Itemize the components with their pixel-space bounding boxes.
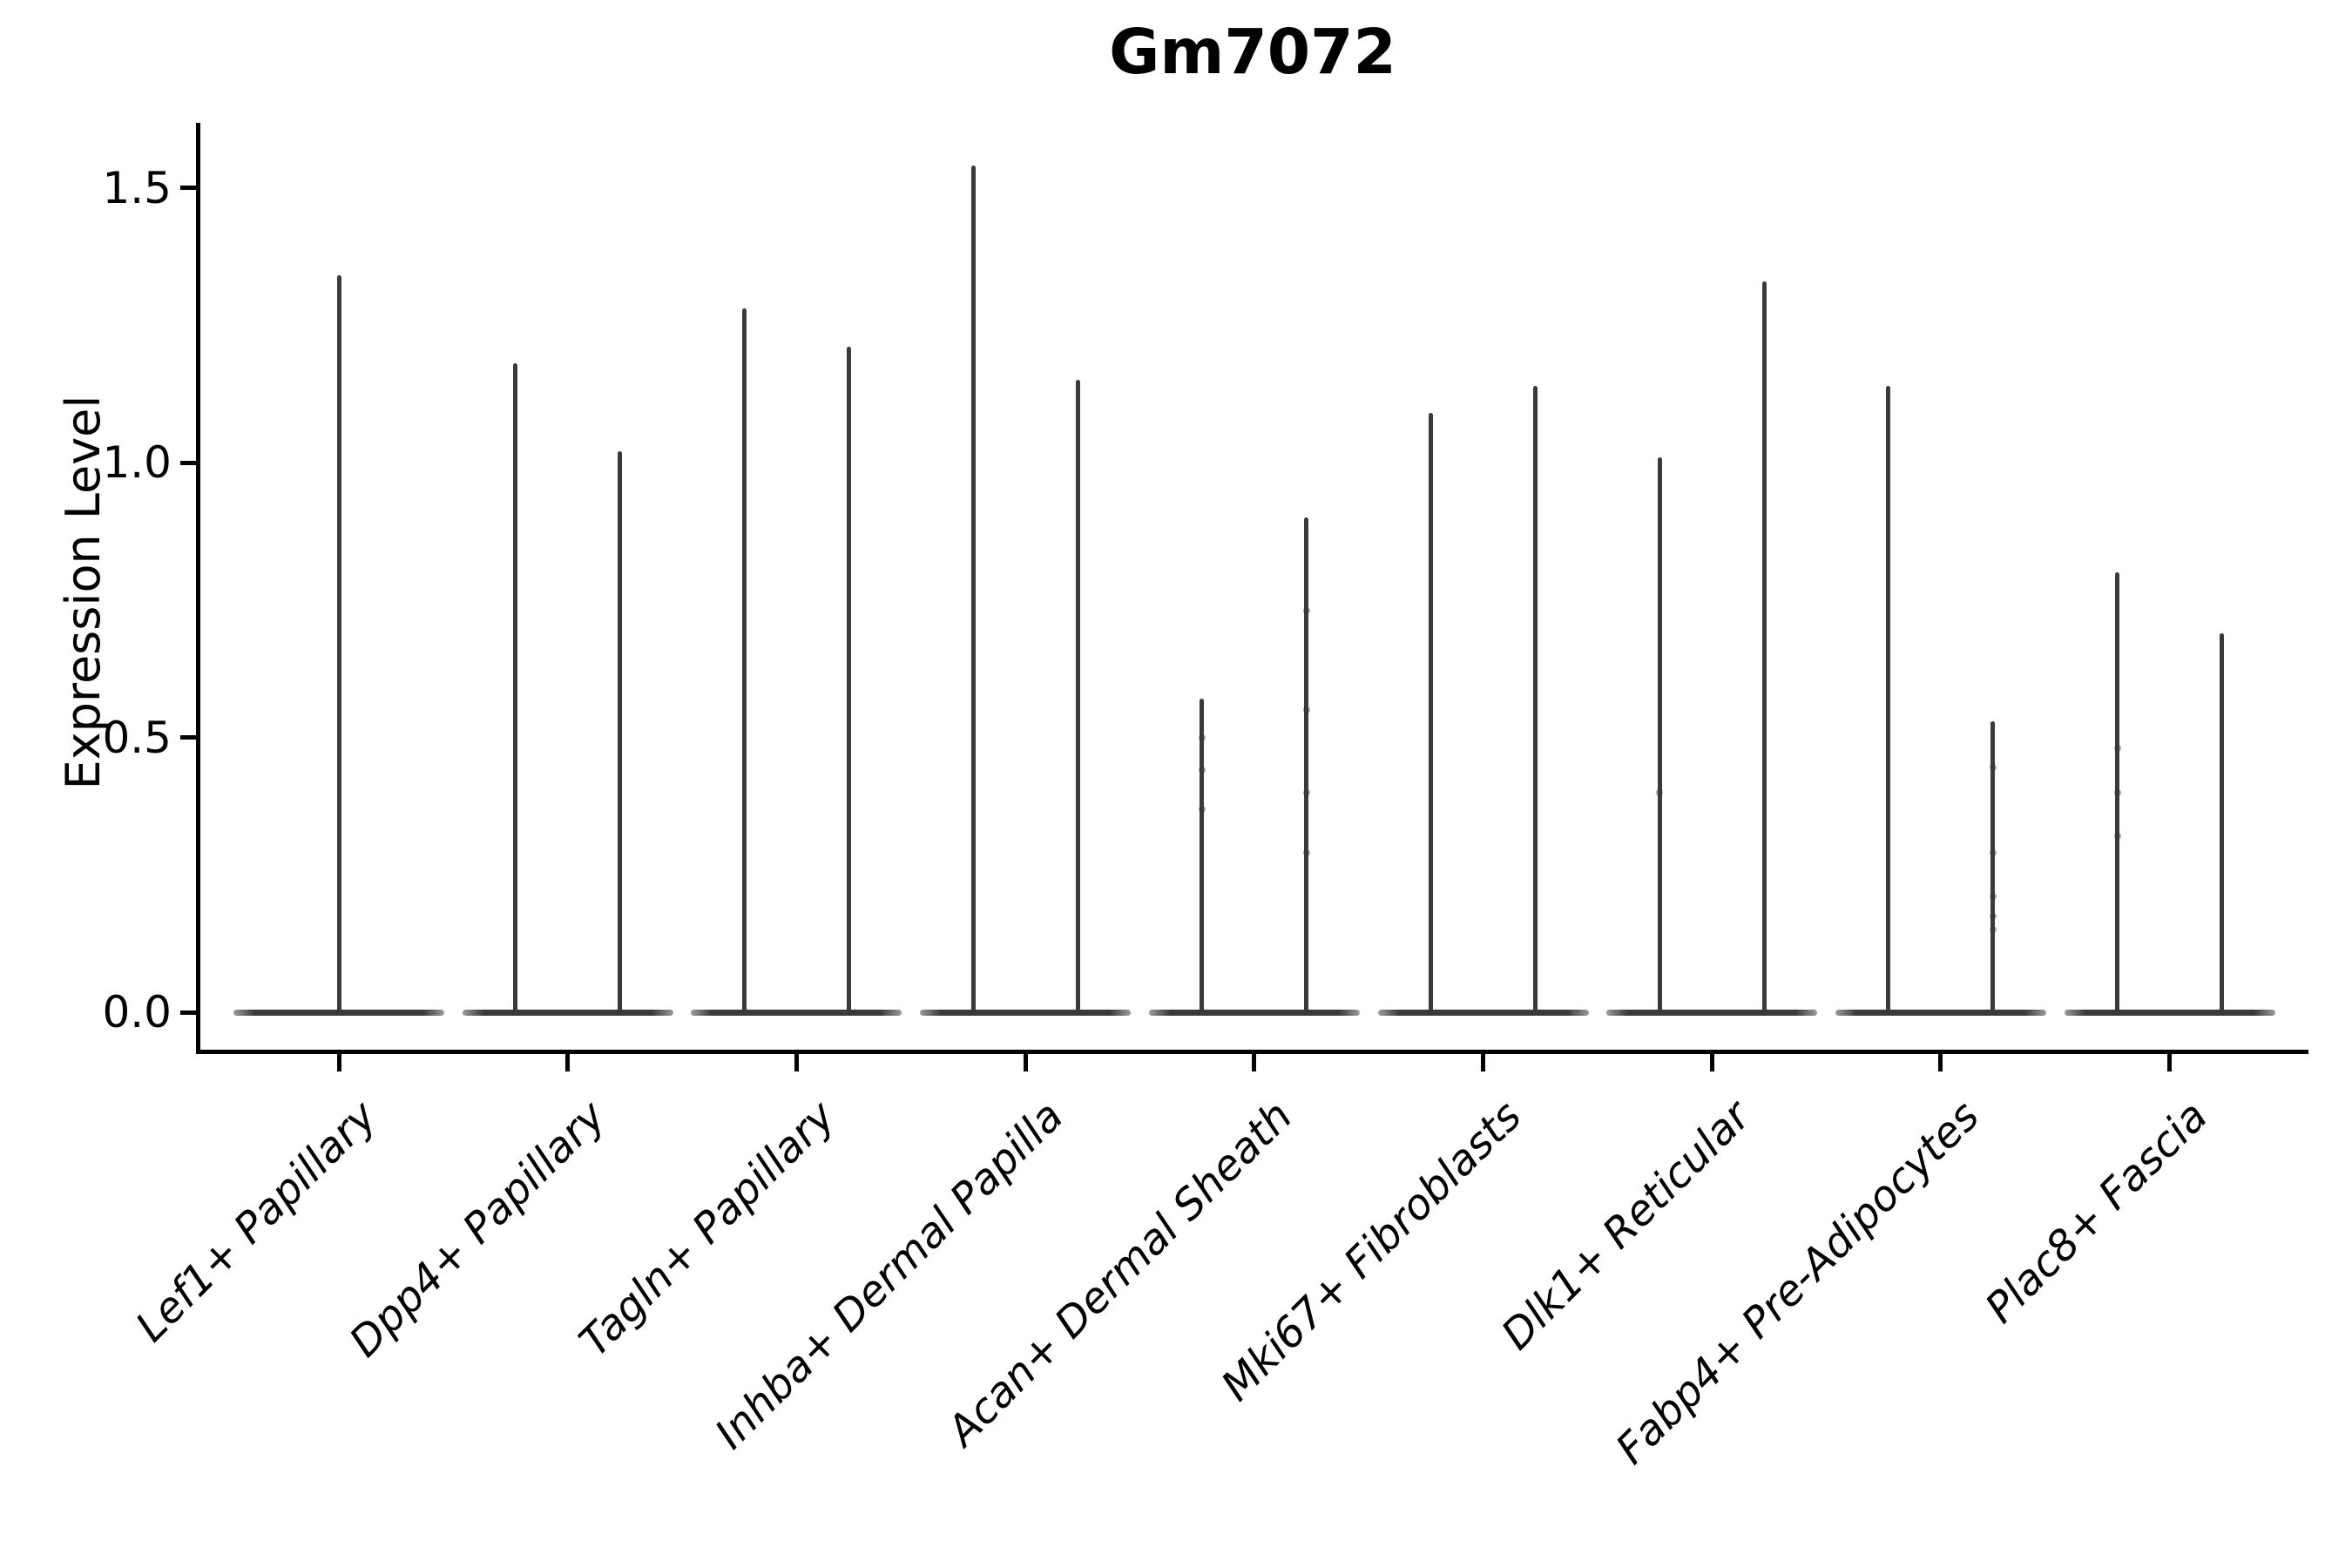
jitter-dot	[1989, 912, 1997, 920]
jitter-dot	[1198, 805, 1206, 813]
y-tick	[179, 735, 196, 740]
jitter-dot	[1302, 788, 1310, 796]
violin-max-spike	[2115, 572, 2120, 1015]
jitter-dot	[2113, 745, 2121, 753]
x-tick	[565, 1054, 571, 1071]
jitter-dot	[1989, 849, 1997, 856]
y-tick	[179, 1010, 196, 1015]
violin-max-spike	[618, 451, 623, 1015]
jitter-dot	[2113, 788, 2121, 796]
x-tick	[1252, 1054, 1257, 1071]
violin-max-spike	[1886, 385, 1891, 1015]
y-tick	[179, 460, 196, 465]
y-tick-label: 1.0	[102, 437, 172, 488]
x-tick	[1023, 1054, 1028, 1071]
jitter-dot	[1302, 706, 1310, 713]
violin-body	[1606, 1009, 1818, 1016]
x-tick-label: Tagln+ Papillary	[569, 1092, 845, 1367]
x-tick	[2167, 1054, 2173, 1071]
violin-max-spike	[336, 275, 341, 1015]
jitter-dot	[1198, 733, 1206, 741]
violin-max-spike	[513, 363, 518, 1015]
violin-body	[2064, 1009, 2275, 1016]
x-tick	[1481, 1054, 1485, 1071]
jitter-dot	[2113, 833, 2121, 841]
x-tick	[1709, 1054, 1714, 1071]
y-tick-label: 1.5	[102, 162, 172, 213]
jitter-dot	[1989, 926, 1997, 934]
x-tick-label: Dlk1+ Reticular	[1491, 1092, 1760, 1360]
violin-max-spike	[970, 166, 976, 1015]
violin-max-spike	[741, 308, 747, 1015]
violin-body	[1377, 1009, 1589, 1016]
jitter-dot	[1198, 767, 1206, 774]
violin-body	[1148, 1009, 1360, 1016]
y-tick-label: 0.5	[102, 712, 172, 763]
x-tick	[794, 1054, 799, 1071]
violin-max-spike	[1304, 517, 1309, 1015]
violin-body	[920, 1009, 1132, 1016]
x-tick-label: Plac8+ Fascia	[1976, 1092, 2218, 1333]
y-tick	[179, 186, 196, 190]
x-axis-spine	[195, 1050, 2308, 1054]
violin-max-spike	[1990, 720, 1996, 1015]
violin-max-spike	[1761, 280, 1767, 1015]
jitter-dot	[1989, 893, 1997, 901]
violin-body	[462, 1009, 673, 1016]
x-tick-label: Lef1+ Papillary	[126, 1092, 387, 1352]
violin-body	[1835, 1009, 2046, 1016]
jitter-dot	[1302, 607, 1310, 615]
chart-title: Gm7072	[1109, 16, 1396, 88]
violin-max-spike	[1533, 385, 1538, 1015]
violin-max-spike	[1429, 413, 1433, 1015]
y-tick-label: 0.0	[102, 987, 172, 1037]
violin-body	[691, 1009, 902, 1016]
violin-max-spike	[1200, 699, 1205, 1015]
violin-max-spike	[2220, 632, 2225, 1015]
y-axis-spine	[195, 123, 200, 1054]
violin-max-spike	[1657, 456, 1662, 1015]
jitter-dot	[1656, 788, 1664, 796]
jitter-dot	[1989, 764, 1997, 772]
x-tick	[336, 1054, 341, 1071]
violin-max-spike	[1075, 380, 1080, 1015]
jitter-dot	[1302, 849, 1310, 856]
x-tick	[1938, 1054, 1943, 1071]
violin-max-spike	[846, 347, 851, 1015]
x-tick-label: Dpp4+ Papillary	[340, 1092, 616, 1367]
